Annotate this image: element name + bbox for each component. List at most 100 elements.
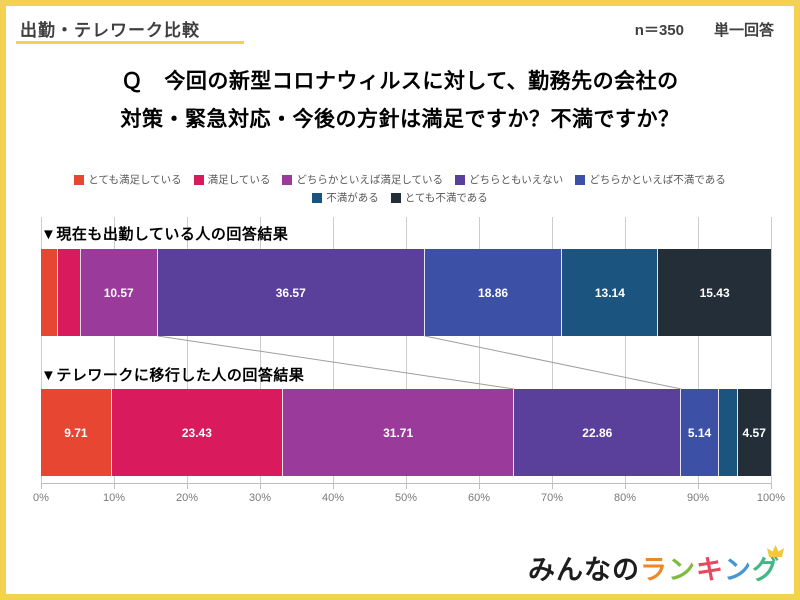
bar-1-segment-6: 15.43 bbox=[658, 249, 771, 336]
logo-colored-char: ン bbox=[668, 555, 696, 585]
sample-size-label: n＝350 bbox=[634, 22, 684, 39]
legend-label: 不満がある bbox=[326, 192, 379, 204]
gridline bbox=[771, 217, 772, 483]
bar-2-segment-2: 31.71 bbox=[282, 389, 515, 476]
axis-tick-label: 10% bbox=[102, 492, 126, 504]
bar-2-label: ▼テレワークに移行した人の回答結果 bbox=[41, 367, 305, 384]
page-title: 出勤・テレワーク比較 bbox=[20, 21, 200, 40]
axis-tick bbox=[771, 483, 772, 489]
legend-item-0: とても満足している bbox=[74, 172, 182, 187]
bar-2: 9.71 23.43 31.71 22.86 5.14 4.57 bbox=[41, 389, 771, 476]
segment-value-label: 18.86 bbox=[478, 285, 509, 300]
legend-label: 満足している bbox=[207, 174, 271, 186]
axis-tick-label: 80% bbox=[613, 492, 637, 504]
axis-tick bbox=[552, 483, 553, 489]
logo-colored-char: ラ bbox=[640, 555, 668, 585]
segment-value-label: 5.14 bbox=[687, 425, 712, 440]
bar-2-segment-6: 4.57 bbox=[737, 389, 771, 476]
legend-swatch-icon bbox=[282, 174, 293, 185]
axis-tick bbox=[479, 483, 480, 489]
logo-colored-char: グ bbox=[752, 555, 780, 585]
axis-tick-label: 30% bbox=[248, 492, 272, 504]
bar-1-segment-4: 18.86 bbox=[424, 249, 563, 336]
legend-label: どちらともいえない bbox=[469, 174, 564, 186]
legend-row-2: 不満がある とても不満である bbox=[312, 190, 488, 205]
segment-value-label: 23.43 bbox=[181, 425, 212, 440]
segment-value-label: 36.57 bbox=[275, 285, 306, 300]
bar-2-segment-4: 5.14 bbox=[681, 389, 719, 476]
logo-text-black: みんなの bbox=[528, 555, 640, 585]
gridline bbox=[114, 217, 115, 483]
legend-item-1: 満足している bbox=[193, 172, 271, 187]
legend-item-3: どちらともいえない bbox=[455, 172, 563, 187]
legend-row-1: とても満足している 満足している どちらかといえば満足している どちらともいえない どち… bbox=[74, 172, 726, 187]
segment-value-label: 31.71 bbox=[383, 425, 414, 440]
bar-2-segment-0: 9.71 bbox=[41, 389, 112, 476]
bar-1-segment-2: 10.57 bbox=[80, 249, 158, 336]
axis-tick bbox=[625, 483, 626, 489]
answer-type-label: 単一回答 bbox=[713, 22, 774, 39]
bar-1-segment-1 bbox=[57, 249, 81, 336]
crown-icon bbox=[767, 545, 784, 557]
axis-tick-label: 20% bbox=[175, 492, 199, 504]
legend-swatch-icon bbox=[455, 174, 466, 185]
stacked-bar-chart: 0% 10% 20% 30% 40% 50% 60% 70% 80% 90% 100% ▼現在も出勤し… bbox=[33, 211, 785, 526]
logo-colored-char: ン bbox=[724, 555, 752, 585]
axis-tick-label: 0% bbox=[33, 492, 49, 504]
axis-tick-label: 90% bbox=[686, 492, 710, 504]
logo-text-colored: ランキング bbox=[640, 555, 780, 585]
legend-label: どちらかといえば不満である bbox=[589, 174, 726, 186]
legend-swatch-icon bbox=[575, 174, 586, 185]
legend-item-2: どちらかといえば満足している bbox=[282, 172, 443, 187]
question-line-1: Ｑ 今回の新型コロナウィルスに対して、勤務先の会社の bbox=[121, 70, 679, 93]
legend-label: とても満足している bbox=[88, 174, 182, 186]
gridline bbox=[698, 217, 699, 483]
minna-no-ranking-logo: みんなのランキング bbox=[528, 545, 784, 585]
connector-line bbox=[424, 336, 682, 389]
bar-1-label: ▼現在も出勤している人の回答結果 bbox=[41, 226, 289, 243]
chart-legend: とても満足している 満足している どちらかといえば満足している どちらともいえない どち… bbox=[6, 172, 794, 205]
axis-tick bbox=[41, 483, 42, 489]
axis-tick bbox=[406, 483, 407, 489]
axis-tick-label: 100% bbox=[756, 492, 786, 504]
axis-tick bbox=[333, 483, 334, 489]
legend-swatch-icon bbox=[193, 174, 204, 185]
axis-tick bbox=[260, 483, 261, 489]
legend-swatch-icon bbox=[390, 192, 401, 203]
segment-value-label: 22.86 bbox=[582, 425, 613, 440]
bar-2-segment-1: 23.43 bbox=[111, 389, 283, 476]
legend-item-4: どちらかといえば不満である bbox=[575, 172, 726, 187]
legend-swatch-icon bbox=[74, 174, 85, 185]
axis-tick bbox=[114, 483, 115, 489]
legend-item-6: とても不満である bbox=[390, 190, 488, 205]
title-underline bbox=[16, 41, 244, 44]
bar-2-segment-3: 22.86 bbox=[514, 389, 682, 476]
logo-colored-char: キ bbox=[696, 555, 724, 585]
legend-label: とても不満である bbox=[404, 192, 488, 204]
axis-tick bbox=[187, 483, 188, 489]
axis-tick-label: 60% bbox=[467, 492, 491, 504]
axis-tick-label: 50% bbox=[394, 492, 418, 504]
bar-1-segment-3: 36.57 bbox=[157, 249, 425, 336]
axis-tick bbox=[698, 483, 699, 489]
bar-1-segment-5: 13.14 bbox=[562, 249, 659, 336]
bar-1-segment-0 bbox=[41, 249, 58, 336]
bar-2-segment-5 bbox=[718, 389, 738, 476]
legend-item-5: 不満がある bbox=[312, 190, 379, 205]
segment-value-label: 13.14 bbox=[594, 285, 625, 300]
axis-tick-label: 40% bbox=[321, 492, 345, 504]
x-axis-line bbox=[41, 483, 771, 484]
header-meta: n＝350 単一回答 bbox=[635, 19, 774, 40]
segment-value-label: 15.43 bbox=[699, 285, 730, 300]
legend-swatch-icon bbox=[312, 192, 323, 203]
axis-tick-label: 70% bbox=[540, 492, 564, 504]
segment-value-label: 4.57 bbox=[742, 425, 766, 440]
gridline bbox=[41, 217, 42, 483]
question-text: Ｑ 今回の新型コロナウィルスに対して、勤務先の会社の 対策・緊急対応・今後の方針… bbox=[6, 63, 794, 139]
segment-value-label: 10.57 bbox=[103, 285, 134, 300]
bar-1: 10.57 36.57 18.86 13.14 15.43 bbox=[41, 249, 771, 336]
segment-value-label: 9.71 bbox=[64, 425, 88, 440]
legend-label: どちらかといえば満足している bbox=[296, 174, 444, 186]
question-line-2: 対策・緊急対応・今後の方針は満足ですか？不満ですか？ bbox=[120, 108, 680, 131]
